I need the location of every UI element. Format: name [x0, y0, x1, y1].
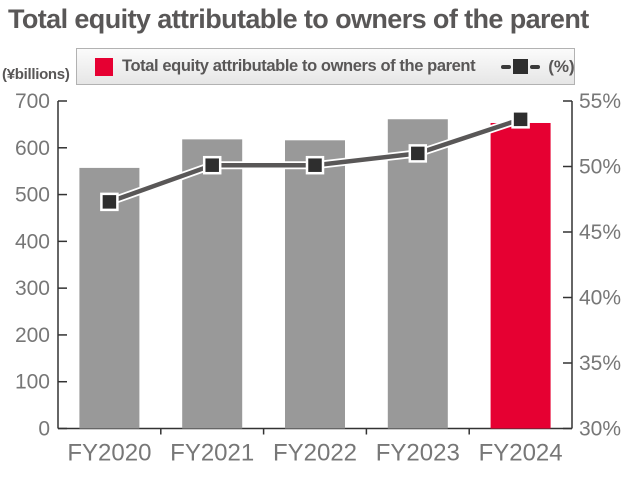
- right-axis-tick-label: 50%: [579, 156, 621, 179]
- bar-FY2024: [490, 122, 551, 429]
- x-axis-tick-label: FY2024: [479, 440, 563, 467]
- left-axis-tick-label: 300: [15, 277, 50, 300]
- line-marker-FY2024: [511, 110, 530, 129]
- x-axis-tick-label: FY2023: [376, 440, 460, 467]
- legend-bar-label: Total equity attributable to owners of t…: [122, 57, 476, 75]
- bar-FY2020: [79, 167, 140, 429]
- bar-FY2023: [387, 119, 448, 429]
- legend-bar-swatch-icon: [95, 57, 113, 76]
- line-marker-FY2022: [305, 155, 325, 175]
- left-axis-tick-label: 200: [15, 324, 50, 347]
- left-axis-tick-label: 500: [15, 184, 50, 207]
- right-axis-tick-label: 40%: [579, 287, 621, 310]
- x-axis-tick-label: FY2020: [67, 440, 151, 467]
- line-marker-FY2020: [100, 192, 119, 212]
- legend-line-marker-icon: [501, 59, 541, 74]
- right-axis-tick-label: 35%: [579, 352, 621, 375]
- legend: Total equity attributable to owners of t…: [76, 48, 575, 85]
- right-axis-tick-label: 55%: [579, 90, 621, 113]
- line-marker-FY2023: [408, 144, 428, 163]
- x-axis-tick-label: FY2022: [273, 440, 357, 467]
- left-axis-tick-label: 100: [15, 371, 50, 394]
- line-marker-FY2021: [202, 155, 222, 175]
- right-axis-tick-label: 45%: [579, 221, 621, 244]
- right-axis-tick-label: 30%: [579, 418, 621, 441]
- chart-title: Total equity attributable to owners of t…: [8, 4, 589, 34]
- bar-FY2022: [285, 140, 345, 429]
- left-axis-tick-label: 700: [15, 90, 50, 113]
- left-axis-tick-label: 600: [15, 137, 50, 160]
- combo-chart-plot: 0 100 200 300 400 500 600 700 30% 35% 40% 45% 50% 55%…: [15, 90, 621, 467]
- bar-FY2021: [182, 139, 243, 429]
- left-axis-tick-label: 0: [38, 418, 50, 441]
- legend-line-label: (%): [548, 56, 575, 76]
- left-axis-tick-label: 400: [15, 230, 50, 253]
- left-axis-unit-label: (¥billions): [2, 66, 70, 83]
- x-axis-tick-label: FY2021: [170, 440, 254, 467]
